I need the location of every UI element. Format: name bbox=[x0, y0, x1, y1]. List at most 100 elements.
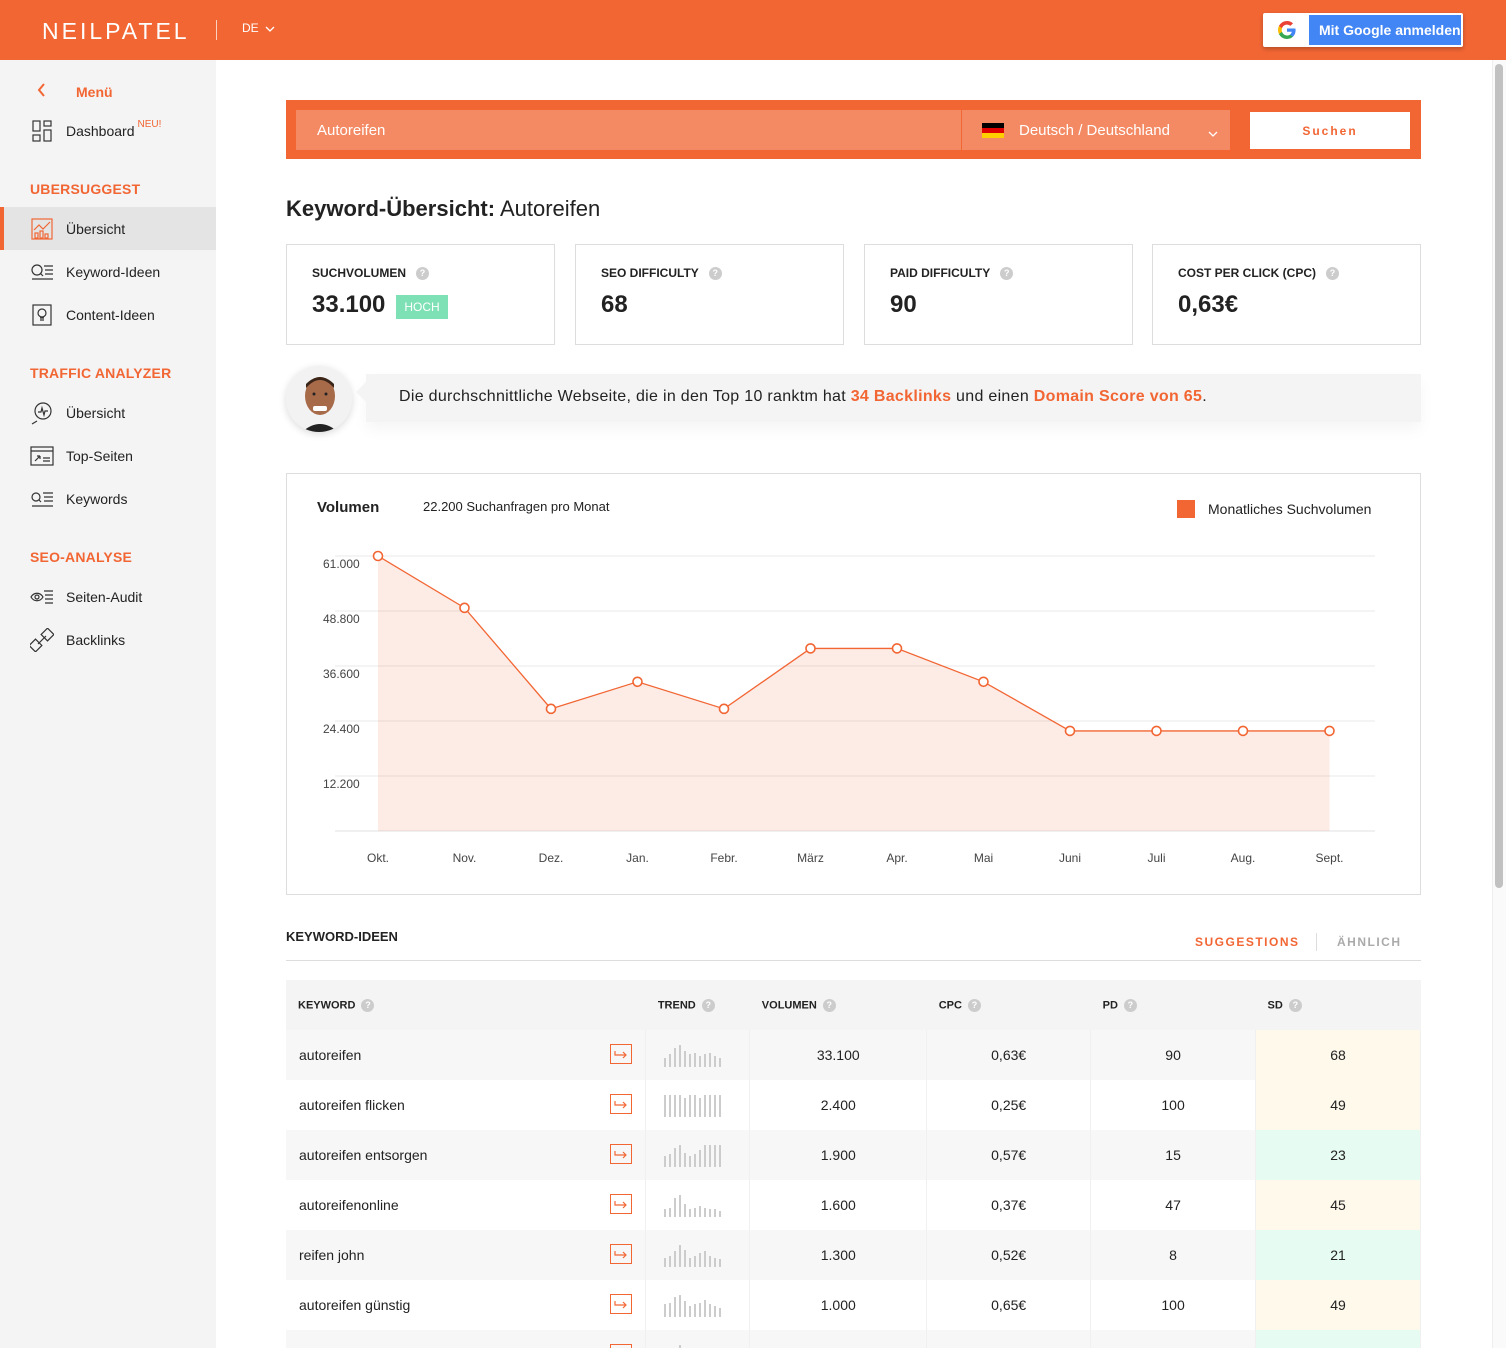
keyword-text[interactable]: autoreifenonline bbox=[299, 1197, 399, 1213]
volume-chart: 61.000 48.800 36.600 24.400 12.200 Okt. Nov. De… bbox=[323, 550, 1375, 865]
sidebar-item-traffic-ubersicht[interactable]: Übersicht bbox=[0, 391, 216, 434]
y-tick-label: 61.000 bbox=[323, 557, 360, 571]
trend-cell bbox=[645, 1030, 751, 1080]
open-keyword-icon[interactable] bbox=[610, 1294, 633, 1314]
help-icon[interactable]: ? bbox=[1288, 998, 1302, 1012]
stat-label: SEO DIFFICULTY bbox=[601, 266, 699, 280]
stat-label: COST PER CLICK (CPC) bbox=[1178, 266, 1316, 280]
language-country-select[interactable]: Deutsch / Deutschland bbox=[962, 110, 1230, 150]
trend-bar bbox=[684, 1249, 687, 1267]
menu-label: Menü bbox=[76, 83, 113, 100]
sidebar-item-label: Seiten-Audit bbox=[66, 588, 143, 605]
sidebar-item-top-seiten[interactable]: Top-Seiten bbox=[0, 434, 216, 477]
column-header-trend[interactable]: TREND? bbox=[645, 980, 750, 1030]
help-icon[interactable]: ? bbox=[708, 266, 722, 280]
keyword-text[interactable]: autoreifen bbox=[299, 1047, 362, 1063]
keyword-text[interactable]: autoreifen günstig bbox=[299, 1297, 411, 1313]
x-tick-label: Okt. bbox=[367, 851, 389, 865]
open-keyword-icon[interactable] bbox=[610, 1344, 633, 1348]
keyword-cell[interactable] bbox=[286, 1330, 647, 1348]
trend-bar bbox=[699, 1098, 702, 1117]
trend-bar bbox=[699, 1302, 702, 1317]
help-icon[interactable]: ? bbox=[1326, 266, 1339, 280]
open-keyword-icon[interactable] bbox=[610, 1244, 633, 1264]
trend-bar bbox=[709, 1145, 712, 1167]
help-icon[interactable]: ? bbox=[967, 998, 981, 1012]
open-keyword-icon[interactable] bbox=[610, 1094, 633, 1114]
trend-bar bbox=[674, 1048, 677, 1067]
trend-bar bbox=[679, 1095, 682, 1117]
column-header-sd[interactable]: SD? bbox=[1255, 980, 1421, 1030]
keyword-cell[interactable]: autoreifen günstig bbox=[286, 1280, 647, 1330]
keyword-cell[interactable]: autoreifenonline bbox=[286, 1180, 647, 1230]
language-selector[interactable]: DE bbox=[242, 21, 275, 35]
keyword-text[interactable]: autoreifen flicken bbox=[299, 1097, 405, 1113]
trend-bar bbox=[694, 1154, 697, 1167]
sidebar-item-ubersicht[interactable]: Übersicht bbox=[0, 207, 216, 250]
stat-value: 68 bbox=[601, 291, 628, 318]
column-header-cpc[interactable]: CPC? bbox=[926, 980, 1091, 1030]
scrollbar-thumb[interactable] bbox=[1495, 64, 1503, 888]
table-row[interactable]: autoreifen 33.100 0,63€ 90 68 bbox=[286, 1030, 1421, 1080]
data-point bbox=[1151, 725, 1162, 737]
keyword-cell[interactable]: autoreifen entsorgen bbox=[286, 1130, 647, 1180]
table-row[interactable] bbox=[286, 1330, 1421, 1348]
help-icon[interactable]: ? bbox=[701, 998, 715, 1012]
column-header-volume[interactable]: VOLUMEN? bbox=[749, 980, 927, 1030]
trend-sparkline bbox=[664, 1043, 749, 1067]
sidebar-item-content-ideen[interactable]: Content-Ideen bbox=[0, 293, 216, 336]
sidebar-item-seiten-audit[interactable]: Seiten-Audit bbox=[0, 575, 216, 618]
trend-bar bbox=[684, 1301, 687, 1317]
language-country-value: Deutsch / Deutschland bbox=[1019, 121, 1170, 139]
chart-legend[interactable]: Monatliches Suchvolumen bbox=[1177, 500, 1371, 518]
stat-value: 0,63€ bbox=[1178, 291, 1239, 318]
neilpatel-logo[interactable]: NEILPATEL bbox=[42, 18, 190, 44]
cpc-cell: 0,37€ bbox=[926, 1180, 1092, 1230]
keyword-cell[interactable]: autoreifen flicken bbox=[286, 1080, 647, 1130]
cpc-cell bbox=[926, 1330, 1092, 1348]
trend-bar bbox=[704, 1095, 707, 1117]
trend-bar bbox=[689, 1054, 692, 1067]
table-row[interactable]: autoreifen günstig 1.000 0,65€ 100 49 bbox=[286, 1280, 1421, 1330]
open-keyword-icon[interactable] bbox=[610, 1044, 633, 1064]
search-button[interactable]: Suchen bbox=[1250, 112, 1410, 149]
open-keyword-icon[interactable] bbox=[610, 1194, 633, 1214]
help-icon[interactable]: ? bbox=[1000, 266, 1014, 280]
column-header-keyword[interactable]: KEYWORD? bbox=[286, 980, 646, 1030]
sidebar-item-backlinks[interactable]: Backlinks bbox=[0, 618, 216, 661]
sidebar-item-dashboard[interactable]: Dashboard NEU! bbox=[0, 109, 216, 152]
chevron-left-icon bbox=[36, 82, 76, 101]
table-row[interactable]: autoreifen entsorgen 1.900 0,57€ 15 23 bbox=[286, 1130, 1421, 1180]
tab-suggestions[interactable]: SUGGESTIONS bbox=[1195, 935, 1300, 949]
column-header-pd[interactable]: PD? bbox=[1090, 980, 1256, 1030]
keyword-text[interactable]: autoreifen entsorgen bbox=[299, 1147, 428, 1163]
table-row[interactable]: autoreifen flicken 2.400 0,25€ 100 49 bbox=[286, 1080, 1421, 1130]
keyword-cell[interactable]: reifen john bbox=[286, 1230, 647, 1280]
keyword-search-input[interactable] bbox=[296, 110, 961, 150]
menu-back-button[interactable]: Menü bbox=[36, 82, 113, 101]
keyword-cell[interactable]: autoreifen bbox=[286, 1030, 647, 1080]
trend-bar bbox=[699, 1149, 702, 1167]
keywords-search-icon bbox=[30, 487, 54, 511]
help-icon[interactable]: ? bbox=[416, 266, 430, 280]
help-icon[interactable]: ? bbox=[1123, 998, 1137, 1012]
data-point bbox=[978, 676, 989, 688]
google-signin-button[interactable]: Mit Google anmelden bbox=[1263, 13, 1463, 47]
help-icon[interactable]: ? bbox=[822, 998, 836, 1012]
table-row[interactable]: reifen john 1.300 0,52€ 8 21 bbox=[286, 1230, 1421, 1280]
sidebar-item-keywords[interactable]: Keywords bbox=[0, 477, 216, 520]
keyword-text[interactable]: reifen john bbox=[299, 1247, 365, 1263]
google-button-label: Mit Google anmelden bbox=[1319, 22, 1461, 38]
cpc-cell: 0,57€ bbox=[926, 1130, 1092, 1180]
open-keyword-icon[interactable] bbox=[610, 1144, 633, 1164]
help-icon[interactable]: ? bbox=[361, 998, 375, 1012]
keyword-ideas-header: KEYWORD-IDEEN SUGGESTIONS ÄHNLICH bbox=[286, 929, 1421, 961]
pd-cell: 8 bbox=[1090, 1230, 1257, 1280]
table-row[interactable]: autoreifenonline 1.600 0,37€ 47 45 bbox=[286, 1180, 1421, 1230]
sd-cell: 49 bbox=[1255, 1080, 1421, 1130]
sd-cell: 23 bbox=[1255, 1130, 1421, 1180]
stat-label: PAID DIFFICULTY bbox=[890, 266, 991, 280]
tab-aehnlich[interactable]: ÄHNLICH bbox=[1337, 935, 1402, 949]
sd-cell bbox=[1255, 1330, 1421, 1348]
sidebar-item-keyword-ideen[interactable]: Keyword-Ideen bbox=[0, 250, 216, 293]
